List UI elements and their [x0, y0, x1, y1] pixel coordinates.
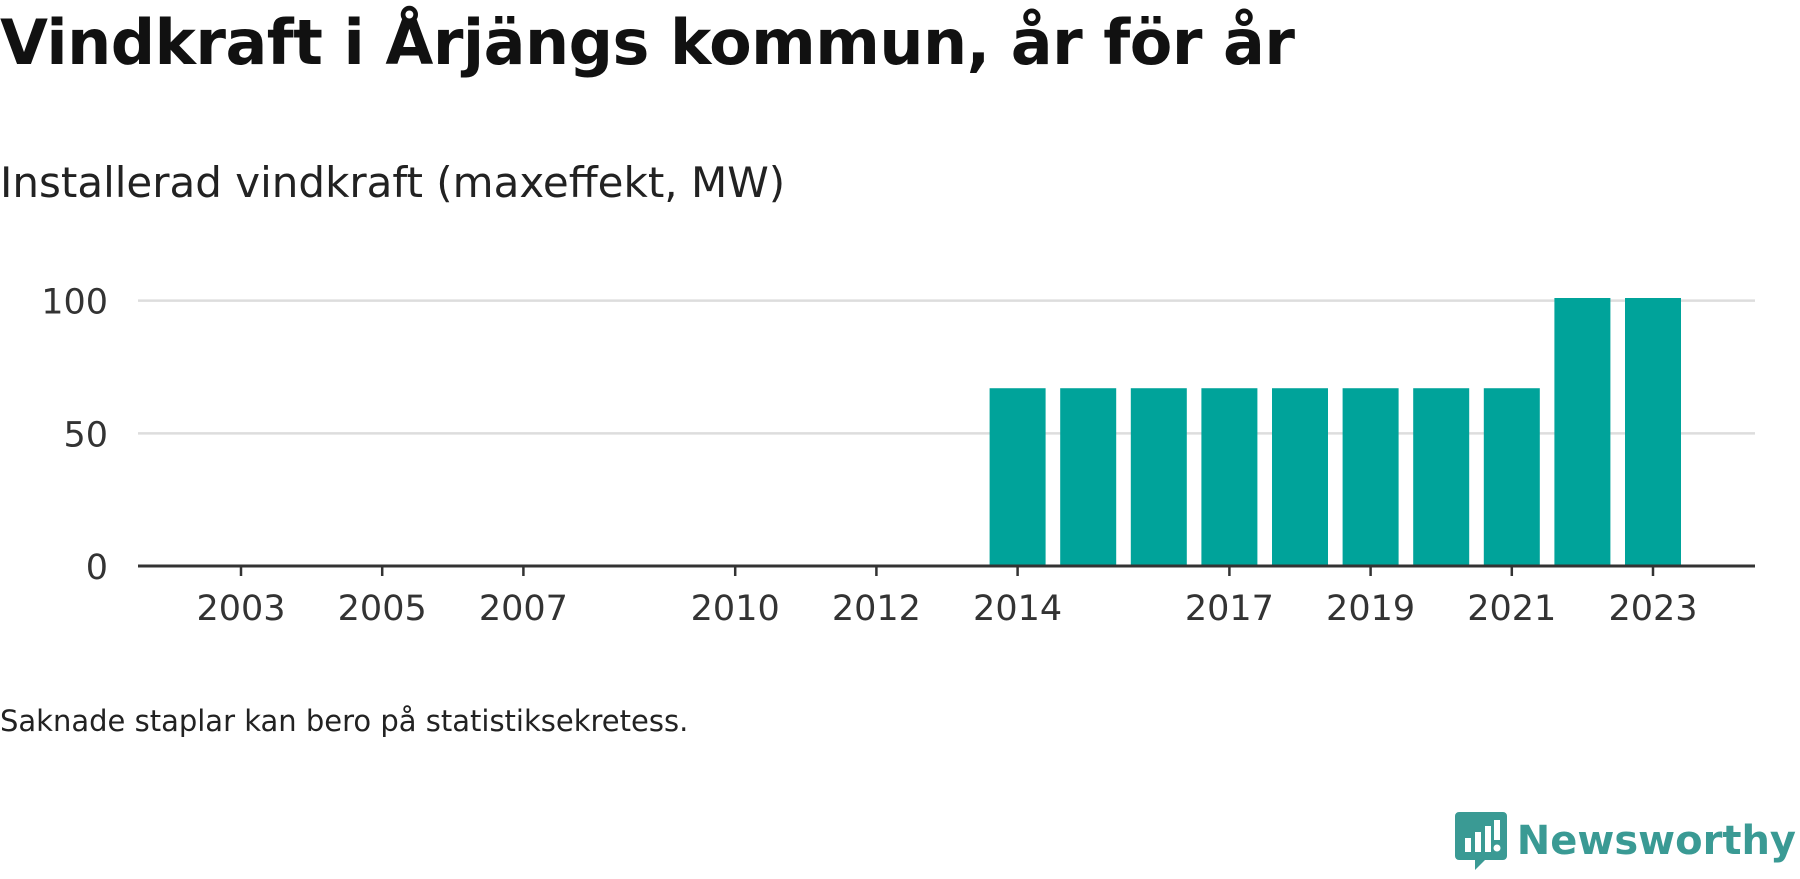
- x-tick-label: 2005: [338, 589, 427, 629]
- bar: [1060, 388, 1117, 566]
- x-tick-labels: 2003 2005 2007 2010 2012 2014 2017 2019 2021 2023: [196, 589, 1697, 629]
- x-tick-label: 2014: [973, 589, 1062, 629]
- brand-logo[interactable]: Newsworthy: [1454, 812, 1796, 870]
- chart-subtitle: Installerad vindkraft (maxeffekt, MW): [0, 158, 786, 207]
- footnote: Saknade staplar kan bero på statistiksek…: [0, 704, 689, 738]
- x-tick-label: 2017: [1185, 589, 1274, 629]
- x-tick-label: 2003: [196, 589, 285, 629]
- brand-name: Newsworthy: [1516, 818, 1796, 864]
- x-axis: [138, 564, 1755, 576]
- x-tick-label: 2010: [691, 589, 780, 629]
- bar: [1413, 388, 1470, 566]
- x-tick-label: 2021: [1467, 589, 1556, 629]
- bars: [989, 298, 1681, 566]
- y-tick-label: 50: [63, 415, 108, 455]
- newsworthy-logo-icon: [1454, 812, 1507, 870]
- bar: [1272, 388, 1328, 566]
- bar: [1625, 298, 1681, 566]
- bar: [1201, 388, 1258, 566]
- bar: [1130, 388, 1187, 566]
- chart-title: Vindkraft i Årjängs kommun, år för år: [0, 6, 1295, 79]
- y-tick-labels: 0 50 100: [41, 283, 108, 588]
- bar: [1342, 388, 1399, 566]
- bar: [1483, 388, 1540, 566]
- x-tick-label: 2007: [479, 589, 568, 629]
- bar: [989, 388, 1046, 566]
- bar: [1554, 298, 1611, 566]
- y-tick-label: 0: [86, 548, 108, 588]
- x-tick-label: 2023: [1608, 589, 1697, 629]
- y-tick-label: 100: [41, 283, 108, 323]
- x-tick-label: 2019: [1326, 589, 1415, 629]
- x-tick-label: 2012: [832, 589, 921, 629]
